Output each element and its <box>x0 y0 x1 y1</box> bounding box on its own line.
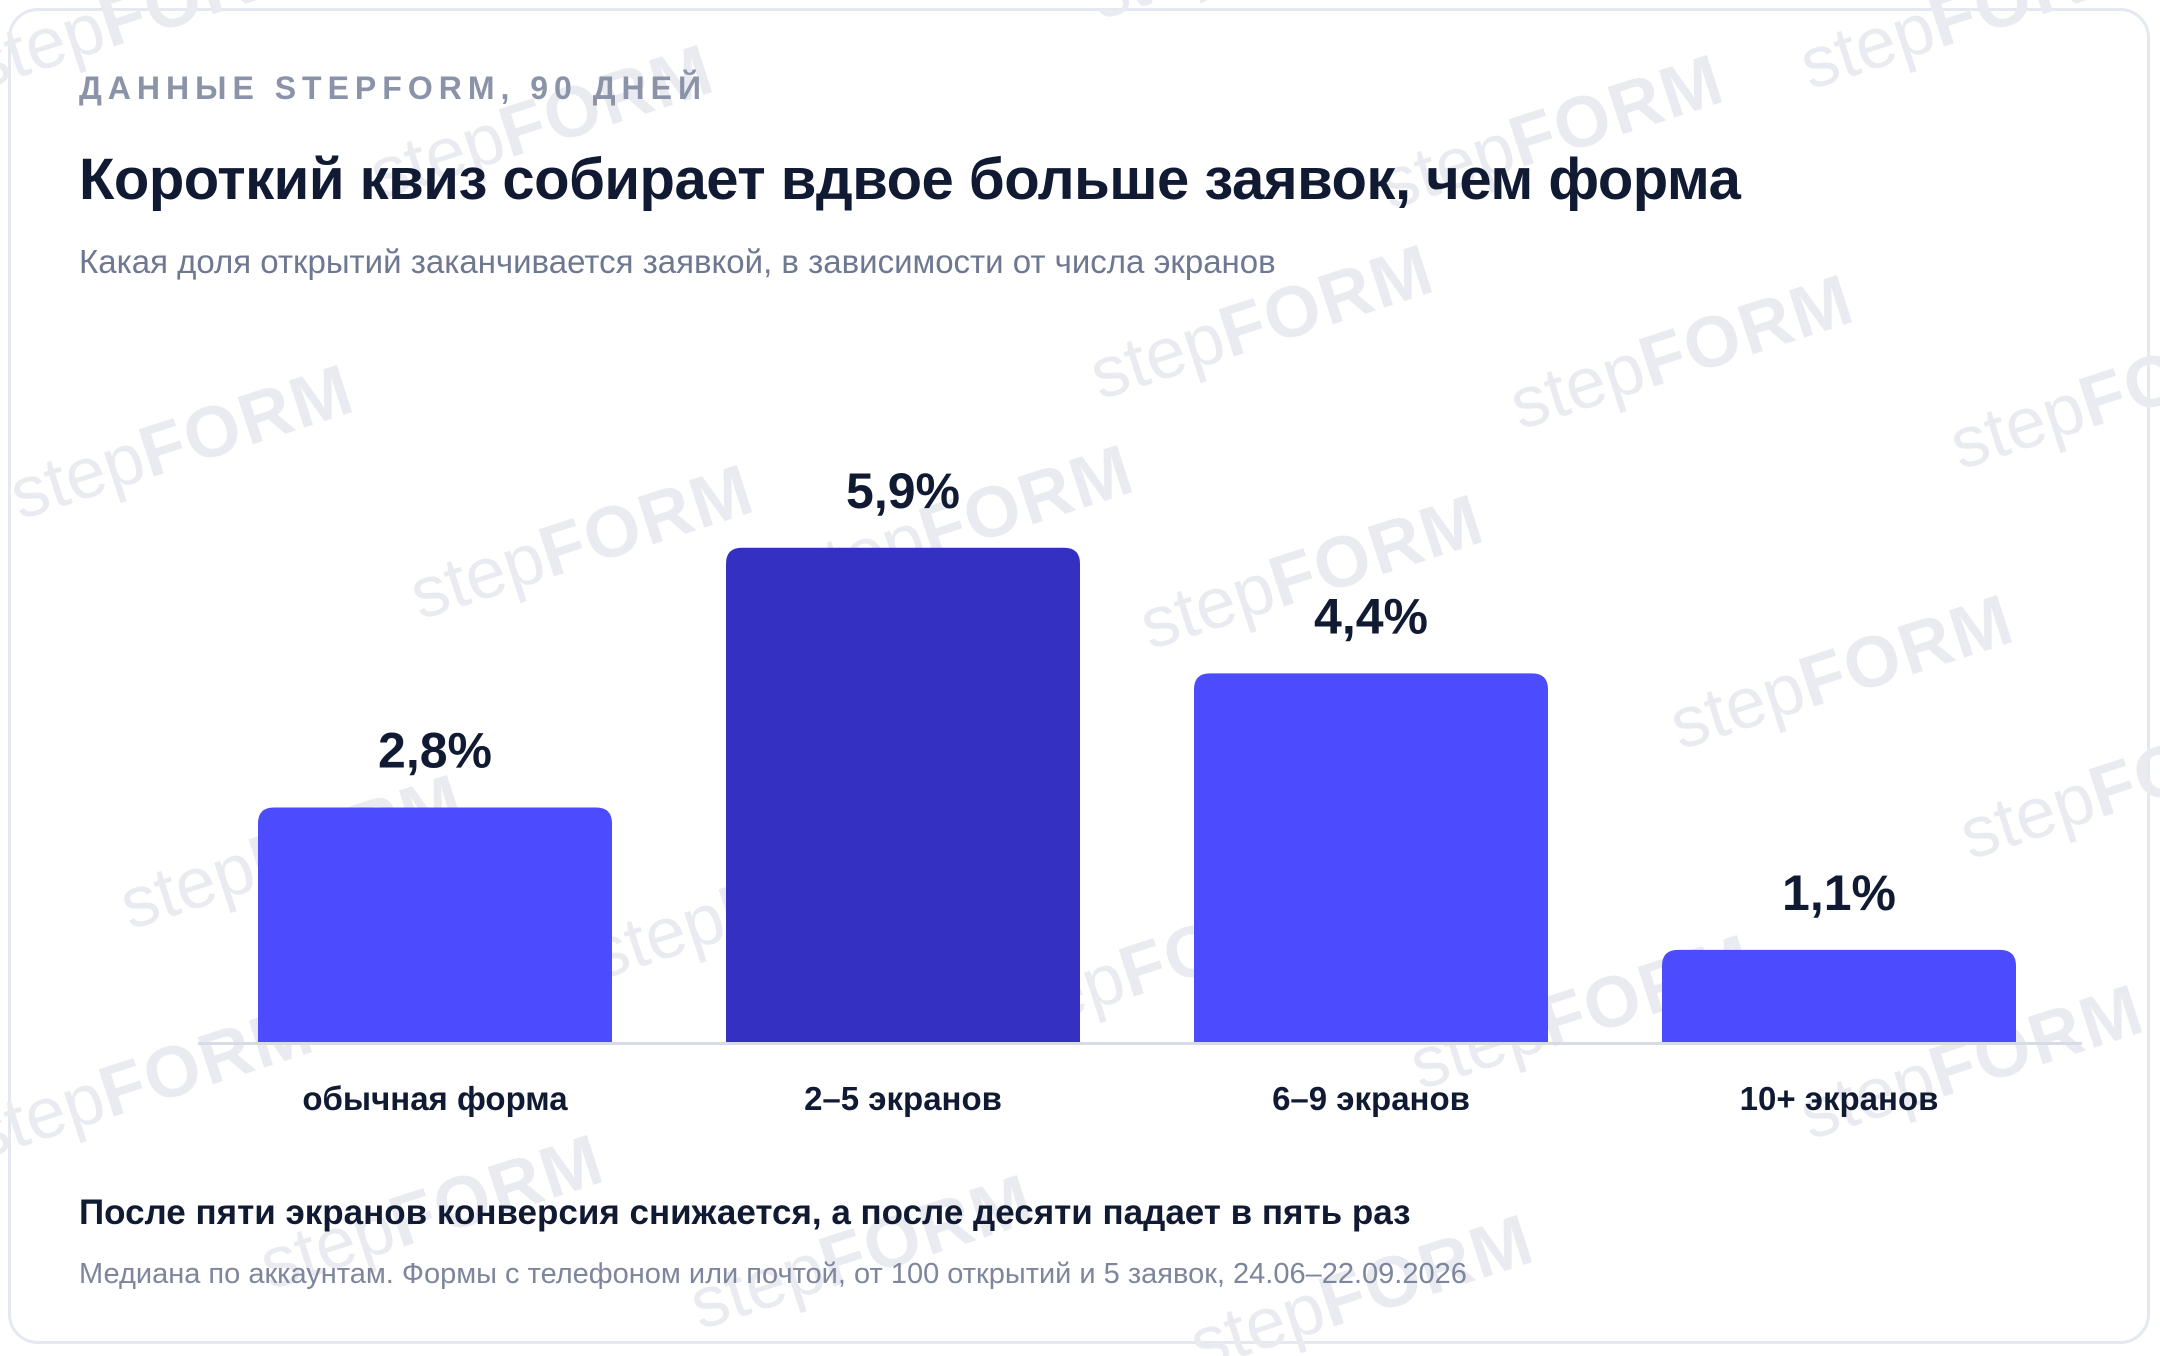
chart-footnote: Медиана по аккаунтам. Формы с телефоном … <box>79 1258 1467 1290</box>
bar-value-label: 5,9% <box>846 463 960 519</box>
bar-3 <box>1194 673 1548 1042</box>
bar-value-label: 4,4% <box>1314 588 1428 644</box>
bar-2 <box>726 547 1080 1042</box>
bar-4 <box>1662 949 2016 1042</box>
category-label: обычная форма <box>302 1080 568 1117</box>
category-label: 6–9 экранов <box>1272 1080 1470 1117</box>
category-label: 10+ экранов <box>1740 1080 1939 1117</box>
chart-title: Короткий квиз собирает вдвое больше заяв… <box>79 147 1741 212</box>
bar-value-label: 1,1% <box>1782 865 1896 921</box>
chart-subtitle: Какая доля открытий заканчивается заявко… <box>79 243 1276 280</box>
bar-1 <box>258 807 612 1042</box>
chart-conclusion: После пяти экранов конверсия снижается, … <box>79 1193 1411 1232</box>
eyebrow-label: ДАННЫЕ STEPFORM, 90 ДНЕЙ <box>79 70 707 106</box>
category-label: 2–5 экранов <box>804 1080 1002 1117</box>
bar-value-label: 2,8% <box>378 722 492 778</box>
